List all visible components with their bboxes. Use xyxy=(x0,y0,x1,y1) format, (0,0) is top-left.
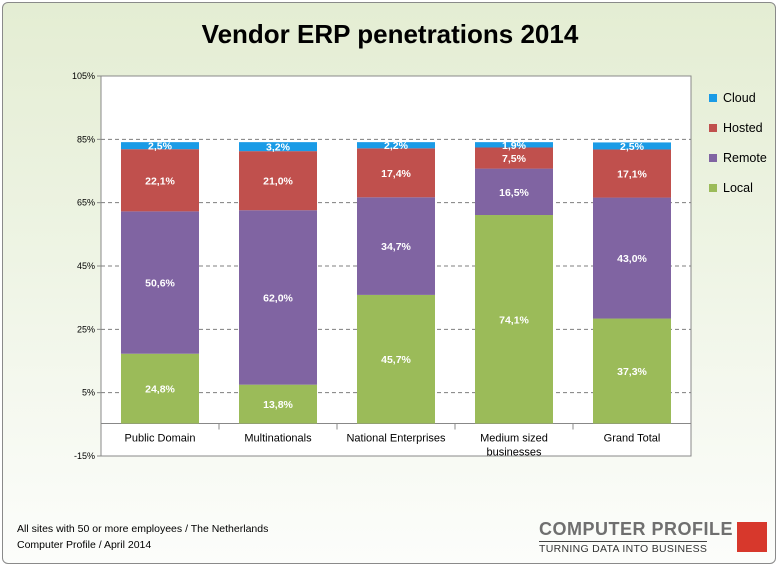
category-label: Public Domain xyxy=(125,433,196,445)
brand-tagline: TURNING DATA INTO BUSINESS xyxy=(539,541,708,555)
category-label: businesses xyxy=(486,447,542,459)
data-label: 17,4% xyxy=(381,168,411,180)
bar-segment-remote xyxy=(121,211,199,354)
legend-item-cloud: Cloud xyxy=(709,83,767,113)
bar-segment-cloud xyxy=(593,142,671,150)
y-tick-label: 45% xyxy=(77,261,95,271)
bar-segment-remote xyxy=(475,168,553,216)
legend-swatch xyxy=(709,154,717,162)
bar-segment-local xyxy=(121,353,199,424)
data-label: 62,0% xyxy=(263,292,293,304)
bar-segment-cloud xyxy=(239,142,317,152)
bar-segment-hosted xyxy=(475,147,553,169)
bar-segment-cloud xyxy=(121,142,199,150)
category-label: Medium sized xyxy=(480,433,548,445)
data-label: 17,1% xyxy=(617,169,647,181)
footnote-line-1: All sites with 50 or more employees / Th… xyxy=(17,523,269,535)
data-label: 21,0% xyxy=(263,176,293,188)
legend-label: Cloud xyxy=(723,91,756,105)
bar-segment-hosted xyxy=(121,149,199,212)
bar-segment-local xyxy=(593,318,671,424)
y-tick-label: -15% xyxy=(74,451,95,461)
bar-segment-hosted xyxy=(239,151,317,211)
data-label: 16,5% xyxy=(499,187,529,199)
bar-segment-local xyxy=(239,384,317,424)
category-label: Multinationals xyxy=(244,433,312,445)
bar-segment-local xyxy=(475,215,553,424)
data-label: 34,7% xyxy=(381,241,411,253)
data-label: 37,3% xyxy=(617,366,647,378)
brand-name: COMPUTER PROFILE xyxy=(539,519,734,539)
data-label: 74,1% xyxy=(499,314,529,326)
legend-label: Remote xyxy=(723,151,767,165)
legend-label: Hosted xyxy=(723,121,763,135)
data-label: 24,8% xyxy=(145,384,175,396)
legend-item-remote: Remote xyxy=(709,143,767,173)
legend-swatch xyxy=(709,94,717,102)
brand-logo-square xyxy=(737,522,767,552)
legend: Cloud Hosted Remote Local xyxy=(709,83,767,203)
bar-segment-hosted xyxy=(593,149,671,198)
data-label: 2,2% xyxy=(384,140,409,152)
footnote-line-2: Computer Profile / April 2014 xyxy=(17,539,152,551)
legend-item-local: Local xyxy=(709,173,767,203)
y-tick-label: 25% xyxy=(77,324,95,334)
bar-segment-remote xyxy=(239,210,317,385)
data-label: 3,2% xyxy=(266,142,291,154)
y-tick-label: 5% xyxy=(82,388,95,398)
data-label: 2,5% xyxy=(620,141,645,153)
data-label: 22,1% xyxy=(145,175,175,187)
bar-segment-cloud xyxy=(475,142,553,148)
bar-segment-hosted xyxy=(357,148,435,198)
data-label: 2,5% xyxy=(148,141,173,153)
data-label: 50,6% xyxy=(145,278,175,290)
category-label: National Enterprises xyxy=(346,433,446,445)
legend-swatch xyxy=(709,124,717,132)
chart-title: Vendor ERP penetrations 2014 xyxy=(201,19,579,49)
category-label: Grand Total xyxy=(604,433,661,445)
data-label: 1,9% xyxy=(502,140,527,152)
data-label: 45,7% xyxy=(381,354,411,366)
bar-segment-local xyxy=(357,294,435,424)
plot-area: -15% 5% 25% 45% 65% 85% 105% 24,8% 50,6% 22,1% 2,5… xyxy=(72,71,692,461)
data-label: 43,0% xyxy=(617,253,647,265)
y-tick-label: 105% xyxy=(72,71,95,81)
bar-segment-remote xyxy=(593,197,671,319)
legend-swatch xyxy=(709,184,717,192)
data-label: 13,8% xyxy=(263,399,293,411)
y-tick-label: 85% xyxy=(77,134,95,144)
legend-label: Local xyxy=(723,181,753,195)
bar-segment-remote xyxy=(357,197,435,295)
brand-logo: COMPUTER PROFILE TURNING DATA INTO BUSIN… xyxy=(539,519,769,555)
bar-segment-cloud xyxy=(357,142,435,149)
data-label: 7,5% xyxy=(502,153,527,165)
footnote: All sites with 50 or more employees / Th… xyxy=(17,521,268,553)
y-tick-label: 65% xyxy=(77,198,95,208)
legend-item-hosted: Hosted xyxy=(709,113,767,143)
